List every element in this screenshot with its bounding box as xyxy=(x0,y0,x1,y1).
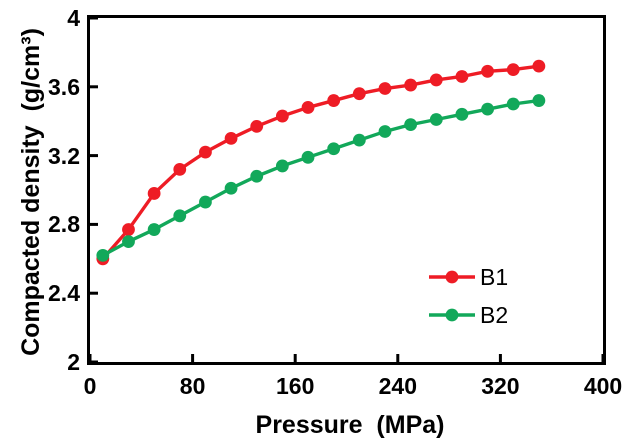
data-point-marker-B1 xyxy=(378,82,392,95)
data-point-marker-B1 xyxy=(147,187,161,200)
x-tick-label: 320 xyxy=(481,373,520,399)
data-point-marker-B2 xyxy=(506,97,520,111)
data-point-marker-B1 xyxy=(275,109,289,123)
data-point-marker-B1 xyxy=(532,59,546,73)
data-point-marker-B2 xyxy=(352,133,366,147)
data-point-marker-B2 xyxy=(327,142,341,156)
series-line-B1 xyxy=(101,64,541,261)
data-point-marker-B2 xyxy=(532,94,546,107)
x-tick-label: 400 xyxy=(583,373,623,399)
data-point-marker-B1 xyxy=(199,145,212,159)
y-axis-title: Compacted density (g/cm³) xyxy=(17,28,45,356)
data-point-marker-B1 xyxy=(173,162,187,176)
y-tick-label: 3.2 xyxy=(48,142,80,169)
legend-entry-B2: B2 xyxy=(429,296,508,334)
y-tick-label: 2 xyxy=(67,349,80,375)
data-point-marker-B2 xyxy=(378,125,392,138)
data-point-marker-B1 xyxy=(506,63,520,76)
data-point-marker-B2 xyxy=(96,248,110,262)
data-point-marker-B2 xyxy=(122,235,135,249)
legend-label: B1 xyxy=(480,263,509,290)
x-axis-title: Pressure (MPa) xyxy=(255,411,445,439)
data-point-marker-B2 xyxy=(250,169,264,183)
x-tick-label: 240 xyxy=(378,373,417,399)
data-point-marker-B2 xyxy=(429,113,443,126)
data-point-marker-B1 xyxy=(327,94,341,107)
legend-line-marker-icon xyxy=(429,308,475,322)
data-point-marker-B1 xyxy=(481,64,494,78)
data-point-marker-B2 xyxy=(481,102,494,116)
legend-line-marker-icon xyxy=(429,270,475,284)
data-point-marker-B2 xyxy=(199,195,212,209)
plot-area xyxy=(87,15,606,365)
y-tick-label: 3.6 xyxy=(48,73,80,100)
data-point-marker-B2 xyxy=(301,150,315,164)
data-point-marker-B2 xyxy=(275,159,289,173)
legend-entry-B1: B1 xyxy=(429,258,508,296)
x-tick-label: 0 xyxy=(83,373,97,399)
legend: B1 B2 xyxy=(429,258,508,334)
data-point-marker-B1 xyxy=(301,101,315,114)
data-point-marker-B1 xyxy=(224,132,238,145)
x-tick-label: 160 xyxy=(276,373,315,399)
y-tick-label: 2.4 xyxy=(48,280,80,307)
plot-canvas xyxy=(90,18,603,362)
data-point-marker-B1 xyxy=(122,223,135,236)
y-tick-label: 2.8 xyxy=(48,211,80,238)
data-point-marker-B2 xyxy=(147,223,161,236)
data-point-marker-B2 xyxy=(404,118,418,132)
x-tick-label: 80 xyxy=(179,373,206,399)
data-point-marker-B2 xyxy=(455,107,469,121)
data-point-marker-B2 xyxy=(224,181,238,195)
data-point-marker-B1 xyxy=(429,73,443,87)
data-point-marker-B1 xyxy=(352,87,366,101)
data-point-marker-B1 xyxy=(404,78,418,92)
data-point-marker-B2 xyxy=(173,209,187,223)
data-point-marker-B1 xyxy=(455,70,469,83)
data-point-marker-B1 xyxy=(250,119,264,133)
legend-label: B2 xyxy=(480,301,509,328)
y-tick-label: 4 xyxy=(67,5,80,31)
